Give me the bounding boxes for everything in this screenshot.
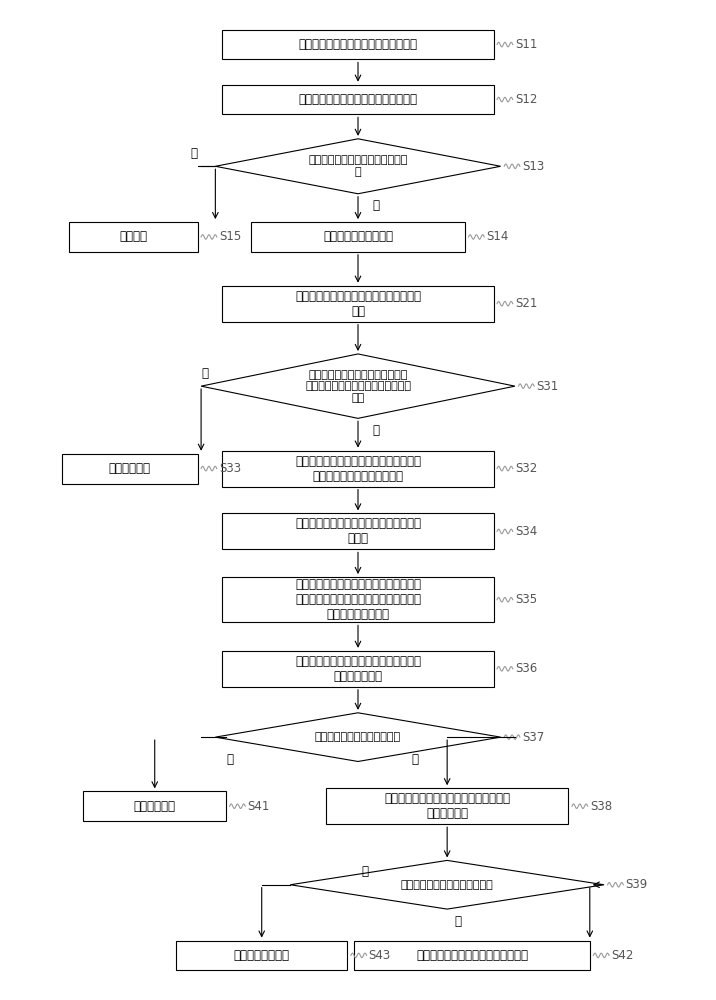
FancyBboxPatch shape <box>223 286 493 322</box>
FancyBboxPatch shape <box>354 941 590 970</box>
FancyBboxPatch shape <box>223 577 493 622</box>
Text: 是: 是 <box>454 915 461 928</box>
FancyBboxPatch shape <box>83 791 226 821</box>
Polygon shape <box>290 860 604 909</box>
Text: 生成各自测试数据文件: 生成各自测试数据文件 <box>323 230 393 243</box>
Text: S37: S37 <box>522 731 544 744</box>
Polygon shape <box>201 354 515 418</box>
Text: S36: S36 <box>515 662 537 675</box>
Text: S35: S35 <box>515 593 537 606</box>
FancyBboxPatch shape <box>62 454 198 484</box>
Text: 是: 是 <box>372 424 379 437</box>
Text: 记录地球表面距离: 记录地球表面距离 <box>233 949 290 962</box>
Text: S31: S31 <box>536 380 558 393</box>
Text: S14: S14 <box>486 230 509 243</box>
Text: 经纬度差距是否大于第一阈值: 经纬度差距是否大于第一阈值 <box>315 732 401 742</box>
FancyBboxPatch shape <box>69 222 198 252</box>
Text: S34: S34 <box>515 525 537 538</box>
Text: 否: 否 <box>190 147 198 160</box>
Text: 忽略测试数据: 忽略测试数据 <box>109 462 151 475</box>
Text: S21: S21 <box>515 297 537 310</box>
Text: 是: 是 <box>372 199 379 212</box>
Text: 标记为丢星点: 标记为丢星点 <box>134 800 175 813</box>
Text: S33: S33 <box>219 462 241 475</box>
FancyBboxPatch shape <box>223 651 493 687</box>
FancyBboxPatch shape <box>223 30 493 59</box>
Text: 将坐标信息由卫星坐标信息转换成地球坐
标信息: 将坐标信息由卫星坐标信息转换成地球坐 标信息 <box>295 517 421 545</box>
Text: 否: 否 <box>362 865 369 878</box>
Text: 对比终端和被测终端的时间预置到一致: 对比终端和被测终端的时间预置到一致 <box>299 38 417 51</box>
FancyBboxPatch shape <box>223 451 493 487</box>
Text: 计算所述对比终端和被测终端在同一时间
点的经纬度差距: 计算所述对比终端和被测终端在同一时间 点的经纬度差距 <box>295 655 421 683</box>
Polygon shape <box>216 139 500 194</box>
FancyBboxPatch shape <box>326 788 569 824</box>
FancyBboxPatch shape <box>176 941 347 970</box>
Text: S42: S42 <box>611 949 634 962</box>
Text: 是: 是 <box>226 753 233 766</box>
Text: S38: S38 <box>590 800 612 813</box>
Text: 地球表面距离是否大于第二阈值: 地球表面距离是否大于第二阈值 <box>401 880 493 890</box>
Text: 对比终端和被测终端同时开始定位测试: 对比终端和被测终端同时开始定位测试 <box>299 93 417 106</box>
Polygon shape <box>216 713 500 761</box>
Text: S15: S15 <box>219 230 241 243</box>
Text: S39: S39 <box>626 878 648 891</box>
FancyBboxPatch shape <box>223 513 493 549</box>
Text: S11: S11 <box>515 38 537 51</box>
Text: S13: S13 <box>522 160 544 173</box>
Text: 标记为漂移点，并记录地球表面距离: 标记为漂移点，并记录地球表面距离 <box>416 949 528 962</box>
Text: 否: 否 <box>201 367 208 380</box>
Text: 对比终端和被测终端的测试是否结
束: 对比终端和被测终端的测试是否结 束 <box>309 155 407 177</box>
Text: 计算对比终端和被测终端在同一时间点的
地球表面距离: 计算对比终端和被测终端在同一时间点的 地球表面距离 <box>384 792 511 820</box>
Text: 测试数据文件中是否有标准协议语
句、对比终端和被测终端的时间是否
一致: 测试数据文件中是否有标准协议语 句、对比终端和被测终端的时间是否 一致 <box>305 370 411 403</box>
FancyBboxPatch shape <box>223 85 493 114</box>
Text: S43: S43 <box>369 949 391 962</box>
Text: S12: S12 <box>515 93 537 106</box>
Text: 提取对比终端和被测终端的各自测试数据
文件中的坐标信息和时间信息: 提取对比终端和被测终端的各自测试数据 文件中的坐标信息和时间信息 <box>295 455 421 483</box>
Text: 获取对比终端和被测终端各自的测试数据
文件: 获取对比终端和被测终端各自的测试数据 文件 <box>295 290 421 318</box>
Text: S41: S41 <box>248 800 270 813</box>
Text: S32: S32 <box>515 462 537 475</box>
Text: 将坐标信息和时间信息存储在表格中，读
取表格中的数据，分别以时间和经纬度为
坐标轴绘制三维曲线: 将坐标信息和时间信息存储在表格中，读 取表格中的数据，分别以时间和经纬度为 坐标… <box>295 578 421 621</box>
Text: 否: 否 <box>412 753 419 766</box>
Text: 继续测试: 继续测试 <box>120 230 147 243</box>
FancyBboxPatch shape <box>251 222 465 252</box>
